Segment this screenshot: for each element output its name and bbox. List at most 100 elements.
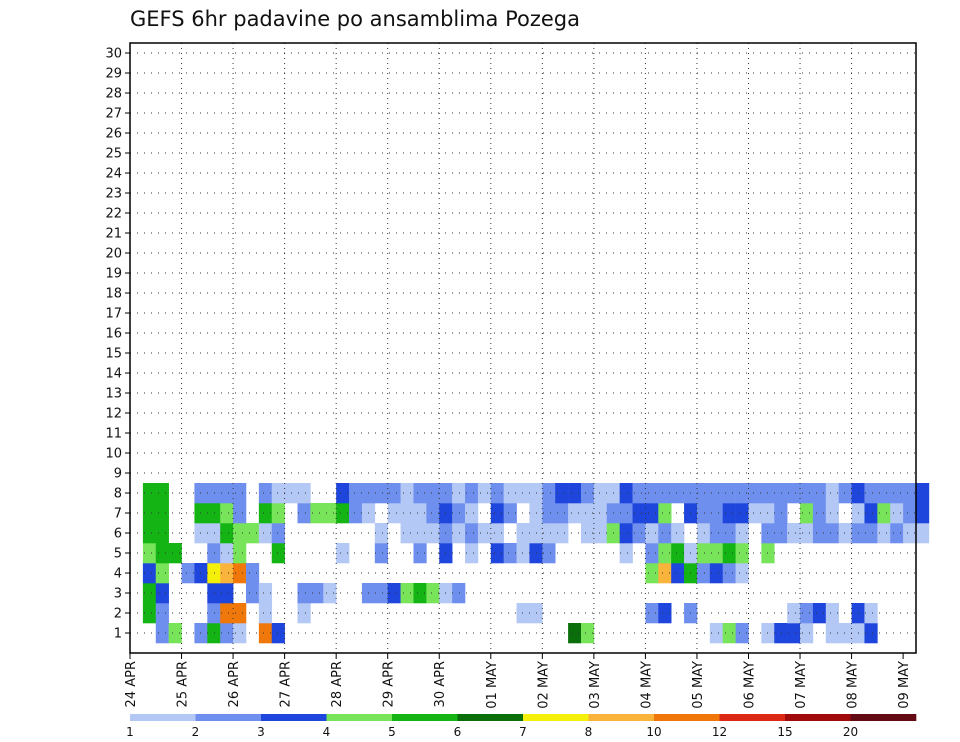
x-tick-label: 01 MAY [485,661,500,709]
x-tick-label: 26 APR [227,661,242,707]
x-tick-label: 03 MAY [588,661,603,709]
precip-cell [645,543,659,564]
precip-cell [323,583,337,604]
precip-cell [271,483,285,504]
precip-cell [864,623,878,644]
x-tick-label: 25 APR [176,661,191,707]
precip-cell [722,563,736,584]
colorbar-label: 10 [646,725,661,739]
precip-cell [220,623,234,644]
precip-cell [258,523,273,544]
precip-cell [400,503,414,524]
precip-cell [220,483,234,504]
precip-cell [877,523,891,544]
precip-cell [748,483,762,504]
precip-cell [916,503,930,524]
precip-cell [774,623,788,644]
colorbar-swatch [523,714,589,721]
precip-cell [645,523,659,544]
precip-cell [207,503,221,524]
y-tick-label: 16 [105,327,122,342]
precip-cell [220,603,234,624]
colorbar-label: 3 [257,725,265,739]
precip-cell [542,543,556,564]
y-tick-label: 12 [105,407,122,422]
precip-cell [658,483,672,504]
precip-cell [709,563,724,584]
precip-cell [542,523,556,544]
chart-title: GEFS 6hr padavine po ansamblima Pozega [130,7,580,31]
precip-cell [516,483,530,504]
precip-cell [413,503,427,524]
precip-cell [890,523,904,544]
precip-cell [155,603,169,624]
precip-cell [310,583,324,604]
precip-cell [323,503,337,524]
x-tick-label: 07 MAY [794,661,809,709]
precip-cell [374,583,389,604]
precip-cell [735,523,749,544]
precip-cell [696,543,711,564]
precip-cell [645,483,659,504]
precip-cell [658,603,672,624]
precip-cell [155,503,169,524]
precip-cell [838,483,852,504]
precip-cell [580,623,595,644]
precip-cell [671,543,685,564]
precip-cell [658,523,672,544]
y-tick-label: 2 [114,607,122,622]
precip-cell [336,483,350,504]
precip-cell [387,483,401,504]
precip-cell [580,483,595,504]
y-tick-label: 6 [114,527,122,542]
precip-cell [658,563,672,584]
precip-cell [413,523,427,544]
precip-cell [452,523,466,544]
precip-cell [490,483,504,504]
precip-cell [696,523,711,544]
precip-cell [400,483,414,504]
precip-cell [207,623,221,644]
precip-cell [916,483,930,504]
precip-cell [194,563,208,584]
precip-cell [452,483,466,504]
x-tick-label: 08 MAY [846,661,861,709]
colorbar-swatch [785,714,851,721]
precip-cell [155,543,169,564]
precip-cell [426,583,440,604]
precip-cell [787,603,801,624]
precip-cell [619,523,633,544]
precip-cell [658,543,672,564]
precip-cell [812,523,827,544]
precip-cell [735,483,749,504]
precip-cell [465,503,479,524]
y-tick-label: 7 [114,507,122,522]
precip-cell [220,523,234,544]
precip-cell [258,623,273,644]
precip-cell [233,523,247,544]
y-tick-label: 18 [105,287,122,302]
precip-cell [452,503,466,524]
colorbar-swatch [457,714,524,721]
precip-cell [194,503,208,524]
precip-cell [490,543,504,564]
precip-cell [516,543,530,564]
precip-cell [877,483,891,504]
precip-cell [465,483,479,504]
precip-cell [207,523,221,544]
precip-cell [580,523,595,544]
precip-cell [645,563,659,584]
precip-cell [233,603,247,624]
precip-cell [155,563,169,584]
precip-cell [258,483,273,504]
colorbar-swatch [588,714,655,721]
precip-cell [271,523,285,544]
precip-cell [220,503,234,524]
precip-cell [168,543,182,564]
precip-cell [271,543,285,564]
precip-cell [812,603,827,624]
precip-cell [800,503,814,524]
precip-cell [142,483,157,504]
precip-cell [233,483,247,504]
y-tick-label: 26 [105,127,122,142]
